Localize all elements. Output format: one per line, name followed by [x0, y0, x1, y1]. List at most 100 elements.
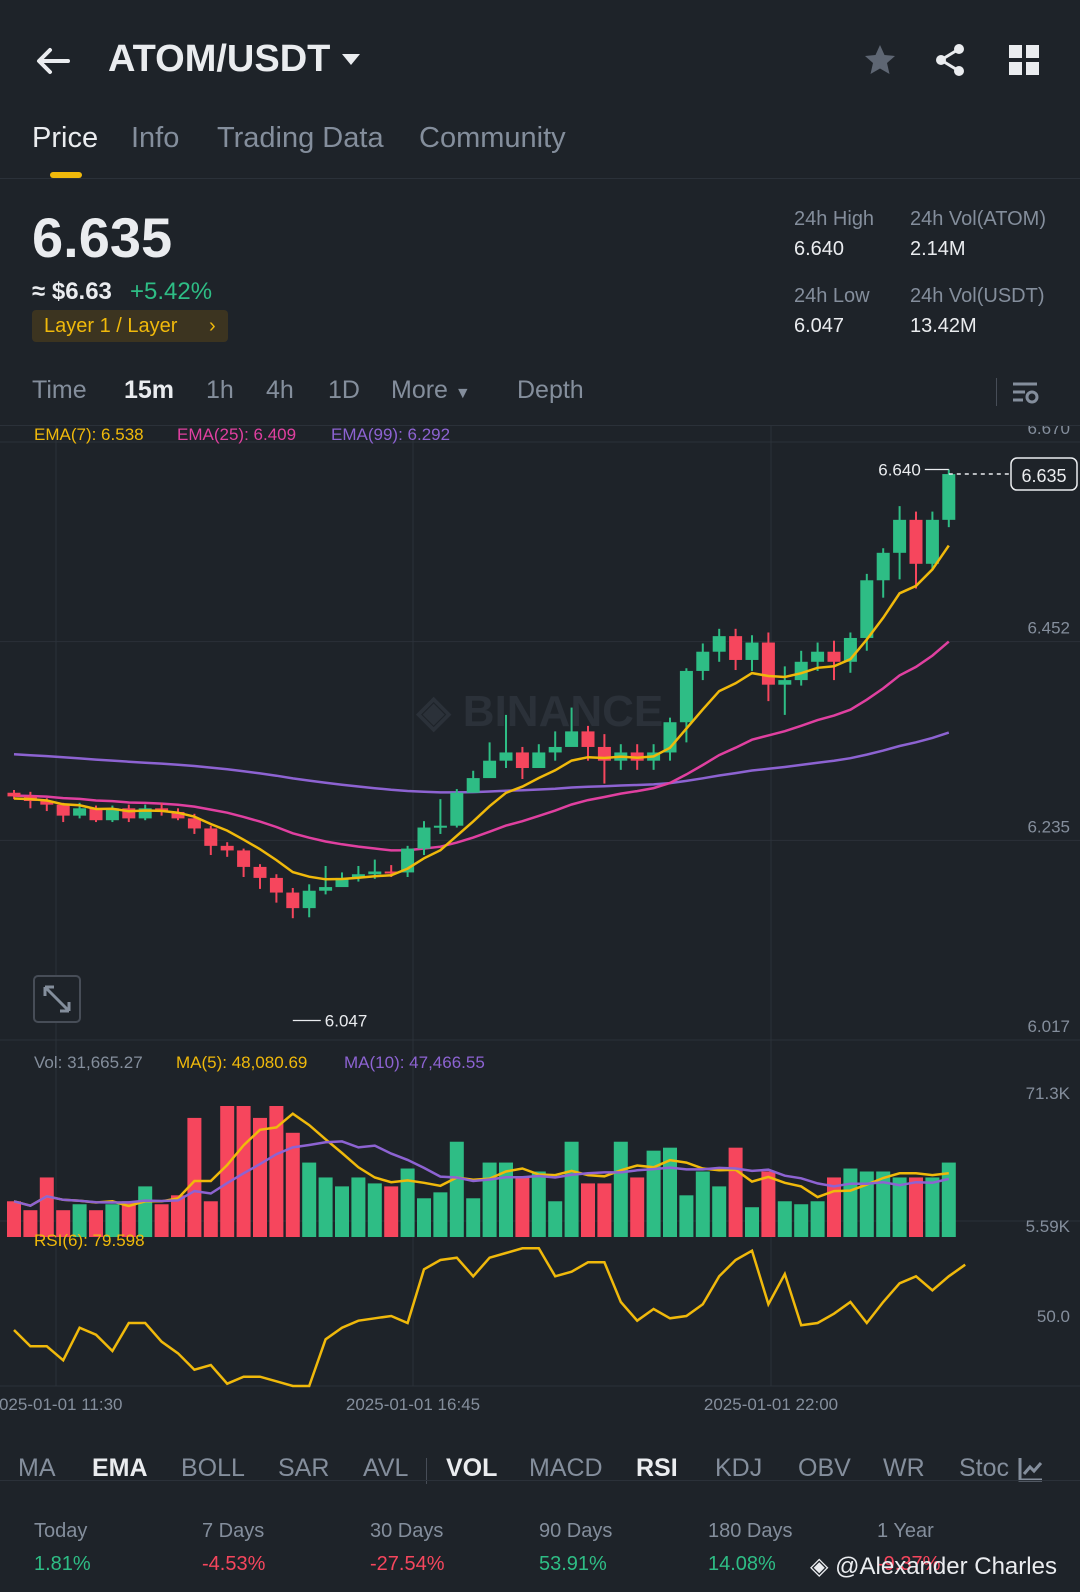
volume-bar	[712, 1186, 727, 1237]
period-value: -9.37%	[877, 1553, 941, 1575]
category-tag[interactable]: Layer 1 / Layer ›	[32, 310, 228, 342]
volume-bar	[7, 1201, 21, 1237]
volume-bar	[56, 1210, 71, 1237]
back-arrow-icon[interactable]	[30, 38, 76, 84]
candle-body	[876, 552, 890, 581]
volume-bar	[39, 1177, 54, 1237]
vol-atom-label: 24h Vol(ATOM)	[910, 208, 1046, 230]
period-label: 180 Days	[708, 1520, 793, 1542]
price-chart[interactable]: ◈ BINANCE 6.635 6.640 6.047 6.670 6.452 6.235…	[0, 426, 1080, 1426]
candle-body	[351, 874, 365, 878]
tab-trading-data[interactable]: Trading Data	[217, 122, 384, 154]
candle-body	[73, 808, 87, 816]
candle-body	[761, 642, 775, 685]
candle-body	[433, 825, 447, 828]
tf-1h[interactable]: 1h	[206, 376, 234, 404]
vol-usdt-value: 13.42M	[910, 315, 977, 337]
ind-wr[interactable]: WR	[883, 1454, 925, 1482]
ind-rsi[interactable]: RSI	[636, 1454, 678, 1482]
tf-time[interactable]: Time	[32, 376, 87, 404]
volume-bar	[761, 1171, 776, 1237]
period-value: -27.54%	[370, 1553, 445, 1575]
volume-bar	[810, 1201, 825, 1237]
volume-bar	[400, 1168, 415, 1237]
rsi-line	[13, 1247, 966, 1388]
chevron-down-icon[interactable]	[340, 50, 362, 68]
ind-ma[interactable]: MA	[18, 1454, 56, 1482]
tab-community[interactable]: Community	[419, 122, 566, 154]
high-marker-label: 6.640	[878, 460, 921, 479]
candle-body	[532, 752, 546, 769]
volume-bar	[171, 1195, 185, 1237]
tf-1d[interactable]: 1D	[328, 376, 360, 404]
candle-body	[204, 828, 218, 846]
period-label: 30 Days	[370, 1520, 444, 1542]
tf-15m[interactable]: 15m	[124, 376, 175, 404]
ema7-path	[13, 544, 950, 881]
volume-bar	[630, 1177, 645, 1237]
candle-body	[729, 636, 743, 660]
ind-ema[interactable]: EMA	[92, 1454, 148, 1482]
volume-bar	[417, 1198, 431, 1237]
volume-bar	[515, 1177, 530, 1237]
candle-body	[286, 892, 300, 909]
candle-body	[40, 800, 54, 805]
tf-more[interactable]: More ▼	[391, 376, 471, 405]
chart-legends: EMA(7): 6.538 EMA(25): 6.409 EMA(99): 6.29…	[34, 426, 485, 1250]
ema7-line	[13, 544, 950, 881]
volume-bar	[253, 1117, 267, 1237]
candle-body	[302, 890, 316, 909]
grid-menu-icon[interactable]	[1008, 44, 1040, 76]
period-label: 1 Year	[877, 1520, 934, 1542]
ind-stoch[interactable]: Stoc	[959, 1454, 1010, 1482]
divider	[426, 1458, 427, 1484]
share-icon[interactable]	[932, 42, 968, 78]
ma10-path	[13, 1140, 950, 1208]
volume-bar	[269, 1106, 284, 1237]
low-label: 24h Low	[794, 285, 870, 307]
volume-bar	[499, 1162, 513, 1237]
volume-axis-label: 5.59K	[1026, 1217, 1071, 1236]
candle-body	[893, 519, 907, 553]
chart-gridlines	[0, 426, 1080, 1387]
volume-bar	[154, 1204, 169, 1237]
volume-bar	[318, 1177, 333, 1237]
tf-4h[interactable]: 4h	[266, 376, 294, 404]
volume-bar	[367, 1183, 382, 1237]
tf-depth[interactable]: Depth	[517, 376, 584, 404]
chart-axis-labels: 6.635 6.640 6.047 6.670 6.452 6.235 6.017 71.3K…	[0, 426, 1078, 1414]
usd-value: ≈ $6.63	[32, 278, 112, 305]
ma5-legend: MA(5): 48,080.69	[176, 1053, 307, 1072]
candle-body	[269, 877, 283, 893]
volume-bar	[859, 1171, 874, 1237]
volume-bar	[531, 1171, 546, 1237]
chart-settings-icon[interactable]	[1010, 378, 1040, 408]
volume-bar	[941, 1162, 956, 1237]
ema99-legend: EMA(99): 6.292	[331, 426, 450, 444]
volume-bar	[138, 1186, 153, 1237]
ind-kdj[interactable]: KDJ	[715, 1454, 763, 1482]
ind-obv[interactable]: OBV	[798, 1454, 851, 1482]
candle-body	[860, 580, 874, 638]
volume-bar	[663, 1147, 677, 1237]
candle-body	[548, 746, 562, 753]
pair-title[interactable]: ATOM/USDT	[108, 38, 331, 80]
ind-avl[interactable]: AVL	[363, 1454, 409, 1482]
ind-macd[interactable]: MACD	[529, 1454, 603, 1482]
indicator-settings-icon[interactable]	[1016, 1454, 1046, 1484]
ind-vol[interactable]: VOL	[446, 1454, 498, 1482]
ind-sar[interactable]: SAR	[278, 1454, 330, 1482]
tab-info[interactable]: Info	[131, 122, 180, 154]
volume-bar	[203, 1201, 218, 1237]
ema7-legend: EMA(7): 6.538	[34, 426, 144, 444]
tab-price[interactable]: Price	[32, 122, 99, 154]
candle-body	[696, 651, 710, 671]
ind-boll[interactable]: BOLL	[181, 1454, 245, 1482]
candle-body	[122, 808, 136, 819]
volume-bar	[581, 1183, 595, 1237]
star-icon[interactable]	[862, 42, 898, 78]
candle-body	[581, 731, 595, 747]
divider	[996, 378, 997, 406]
volume-bar	[794, 1204, 809, 1237]
author-watermark: ◈ @Alexander Charles	[810, 1552, 1057, 1581]
